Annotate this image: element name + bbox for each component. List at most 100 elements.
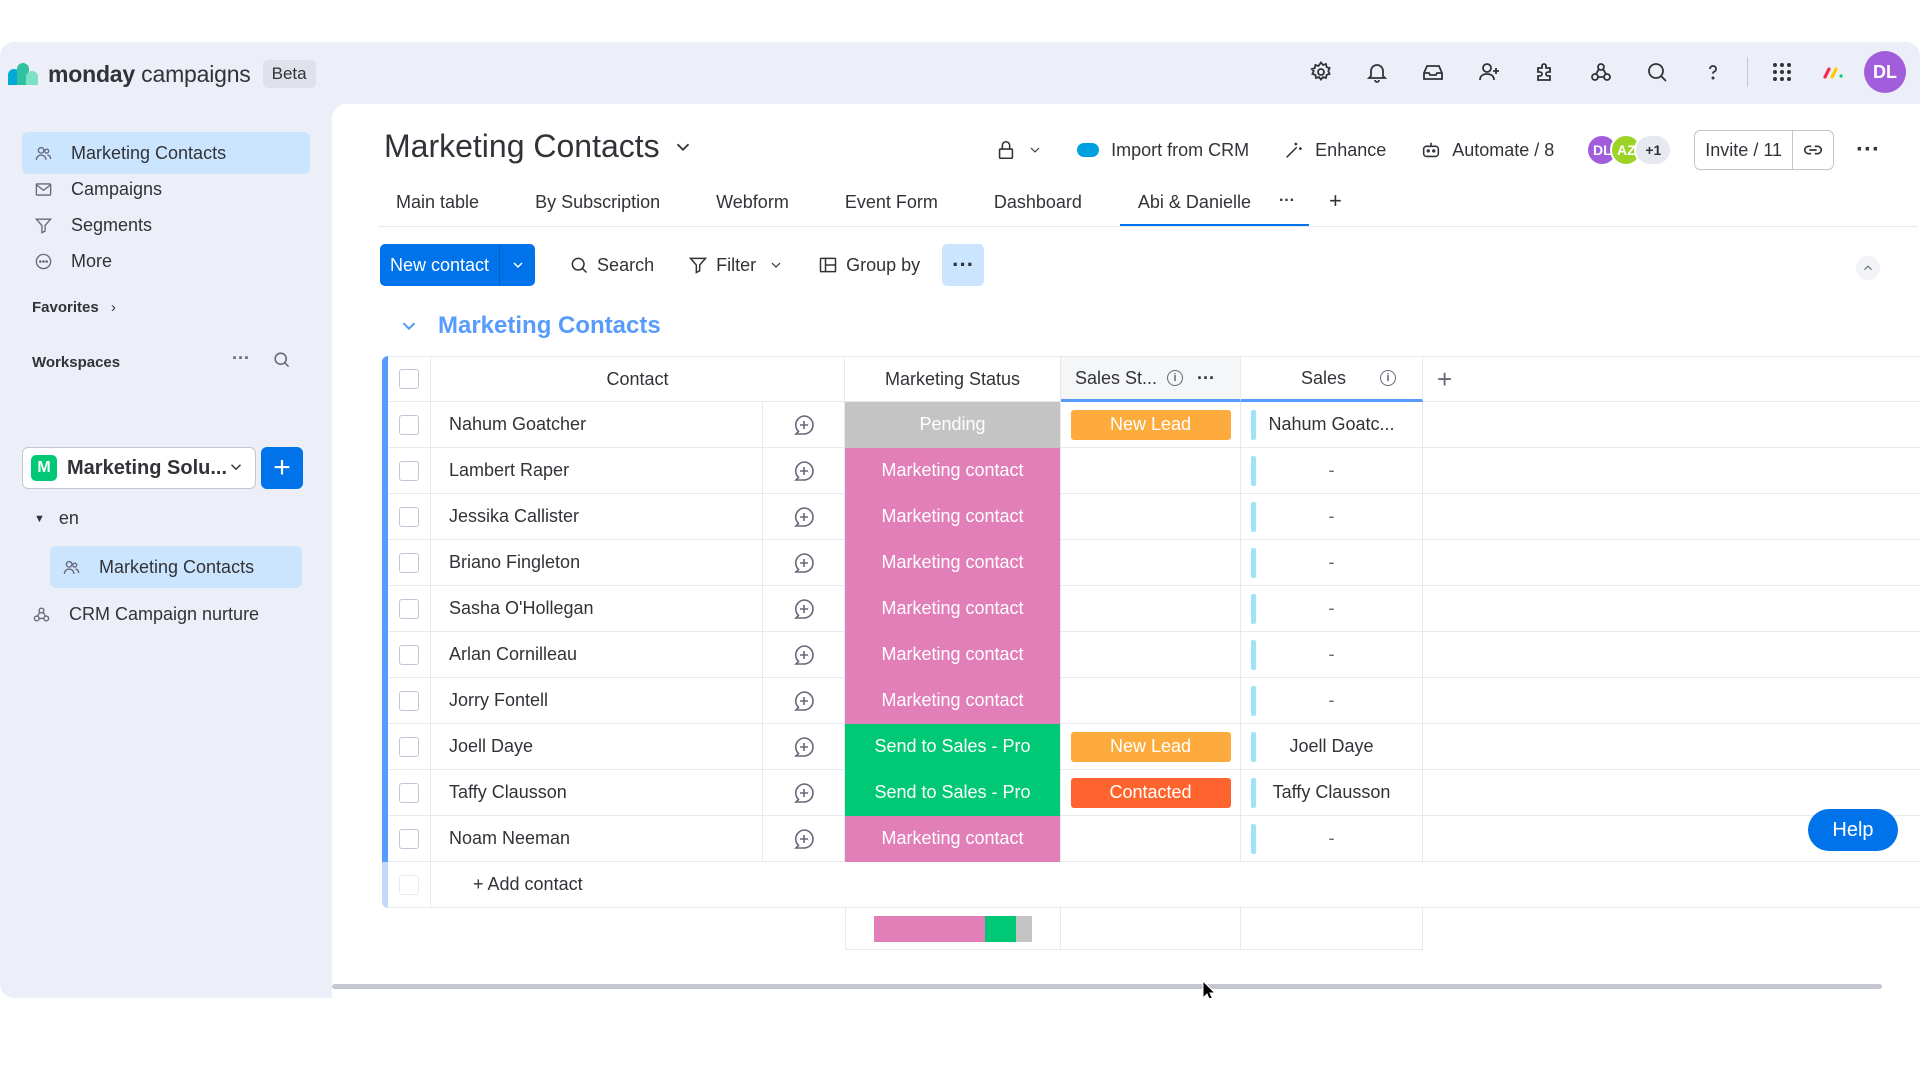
import-from-crm-button[interactable]: Import from CRM (1077, 140, 1249, 161)
contact-name-cell[interactable]: Jessika Callister (431, 494, 763, 540)
column-menu-icon[interactable]: ··· (1197, 367, 1216, 388)
tab-by-subscription[interactable]: By Subscription (535, 192, 661, 212)
column-header-sales[interactable]: Sales i (1241, 356, 1423, 402)
marketing-status-cell[interactable]: Marketing contact (845, 585, 1061, 632)
help-icon[interactable] (1685, 50, 1741, 94)
marketing-status-cell[interactable]: Send to Sales - Pro (845, 769, 1061, 816)
updates-cell[interactable] (763, 540, 845, 586)
table-row[interactable]: Joell Daye Send to Sales - Pro New Lead Joe… (382, 723, 1920, 770)
sales-cell[interactable]: - (1241, 448, 1423, 494)
updates-cell[interactable] (763, 494, 845, 540)
favorites-header[interactable]: Favorites › (32, 299, 116, 316)
contact-name-cell[interactable]: Briano Fingleton (431, 540, 763, 586)
tab-event-form[interactable]: Event Form (844, 192, 938, 212)
board-title[interactable]: Marketing Contacts (384, 128, 694, 165)
contact-name-cell[interactable]: Arlan Cornilleau (431, 632, 763, 678)
enhance-button[interactable]: Enhance (1283, 139, 1386, 161)
row-checkbox[interactable] (399, 506, 419, 527)
folder-en[interactable]: ▼ en (34, 508, 79, 529)
updates-cell[interactable] (763, 724, 845, 770)
monday-product-icon[interactable] (1810, 50, 1856, 94)
sales-cell[interactable]: Taffy Clausson (1241, 770, 1423, 816)
summary-segment[interactable] (1016, 915, 1032, 942)
inbox-icon[interactable] (1405, 50, 1461, 94)
marketing-status-cell[interactable]: Send to Sales - Pro (845, 723, 1061, 770)
add-workspace-button[interactable]: + (261, 447, 303, 489)
more-actions-button[interactable]: ··· (942, 244, 985, 286)
sales-status-cell[interactable] (1061, 448, 1241, 494)
help-button[interactable]: Help (1808, 809, 1898, 851)
board-members[interactable]: DL AZ +1 (1586, 134, 1673, 166)
collapse-header-button[interactable] (1856, 256, 1880, 280)
table-row[interactable]: Jorry Fontell Marketing contact - (382, 677, 1920, 724)
table-row[interactable]: Taffy Clausson Send to Sales - Pro Contact… (382, 769, 1920, 816)
bell-icon[interactable] (1349, 50, 1405, 94)
marketing-status-cell[interactable]: Marketing contact (845, 677, 1061, 724)
marketing-status-cell[interactable]: Marketing contact (845, 631, 1061, 678)
table-row[interactable]: Lambert Raper Marketing contact - (382, 447, 1920, 494)
lock-button[interactable] (995, 139, 1043, 161)
gear-icon[interactable] (1293, 50, 1349, 94)
add-contact-row[interactable]: + Add contact (382, 862, 1920, 908)
updates-cell[interactable] (763, 586, 845, 632)
row-checkbox[interactable] (399, 828, 419, 849)
contact-name-cell[interactable]: Sasha O'Hollegan (431, 586, 763, 632)
workspaces-search-icon[interactable] (272, 350, 291, 374)
row-checkbox[interactable] (399, 598, 419, 619)
marketing-status-cell[interactable]: Marketing contact (845, 447, 1061, 494)
sales-status-cell[interactable] (1061, 678, 1241, 724)
sales-status-cell[interactable] (1061, 816, 1241, 862)
copy-link-icon[interactable] (1793, 139, 1833, 161)
updates-cell[interactable] (763, 448, 845, 494)
sales-cell[interactable]: Joell Daye (1241, 724, 1423, 770)
sales-status-cell[interactable] (1061, 540, 1241, 586)
workspaces-more-icon[interactable]: ··· (232, 348, 250, 368)
row-checkbox[interactable] (399, 782, 419, 803)
sales-status-cell[interactable] (1061, 632, 1241, 678)
sales-cell[interactable]: - (1241, 494, 1423, 540)
add-tab-icon[interactable]: + (1328, 188, 1342, 213)
marketing-status-cell[interactable]: Pending (845, 401, 1061, 448)
tab-main-table[interactable]: Main table (396, 192, 480, 212)
sales-status-cell[interactable]: Contacted (1061, 770, 1241, 816)
row-checkbox[interactable] (399, 644, 419, 665)
sales-cell[interactable]: - (1241, 540, 1423, 586)
column-header-sales-status[interactable]: Sales St... i ··· (1061, 356, 1241, 402)
sales-status-cell[interactable]: New Lead (1061, 724, 1241, 770)
table-row[interactable]: Briano Fingleton Marketing contact - (382, 539, 1920, 586)
info-icon[interactable]: i (1167, 370, 1184, 386)
search-button[interactable]: Search (569, 255, 654, 276)
sales-cell[interactable]: - (1241, 632, 1423, 678)
filter-button[interactable]: Filter (688, 255, 784, 276)
updates-cell[interactable] (763, 402, 845, 448)
group-by-button[interactable]: Group by (818, 255, 920, 276)
workspace-select[interactable]: M Marketing Solu... (22, 447, 256, 489)
select-all-checkbox[interactable] (399, 369, 419, 389)
contact-name-cell[interactable]: Noam Neeman (431, 816, 763, 862)
sales-cell[interactable]: Nahum Goatc... (1241, 402, 1423, 448)
add-contact-input[interactable]: + Add contact (431, 862, 1920, 908)
new-contact-button[interactable]: New contact (380, 244, 536, 286)
updates-cell[interactable] (763, 632, 845, 678)
table-row[interactable]: Arlan Cornilleau Marketing contact - (382, 631, 1920, 678)
sales-status-cell[interactable] (1061, 586, 1241, 632)
updates-cell[interactable] (763, 678, 845, 724)
updates-cell[interactable] (763, 770, 845, 816)
sidebar-item-campaigns[interactable]: Campaigns (22, 168, 310, 210)
sidebar-item-more[interactable]: More (22, 240, 310, 282)
sidebar-item-folder-marketing-contacts[interactable]: Marketing Contacts (50, 546, 302, 588)
row-checkbox[interactable] (399, 736, 419, 757)
brand-logo[interactable]: monday campaigns Beta (8, 60, 316, 88)
invite-user-icon[interactable] (1461, 50, 1517, 94)
sales-status-cell[interactable] (1061, 494, 1241, 540)
grid-icon[interactable] (1754, 50, 1810, 94)
updates-cell[interactable] (763, 816, 845, 862)
horizontal-scrollbar[interactable] (332, 984, 1882, 989)
automate-button[interactable]: Automate / 8 (1420, 139, 1554, 161)
contact-name-cell[interactable]: Joell Daye (431, 724, 763, 770)
marketing-status-summary[interactable] (845, 908, 1061, 950)
info-icon[interactable]: i (1380, 370, 1397, 386)
summary-segment[interactable] (874, 915, 985, 942)
more-options-icon[interactable]: ··· (1856, 136, 1880, 163)
column-header-marketing-status[interactable]: Marketing Status (845, 356, 1061, 402)
